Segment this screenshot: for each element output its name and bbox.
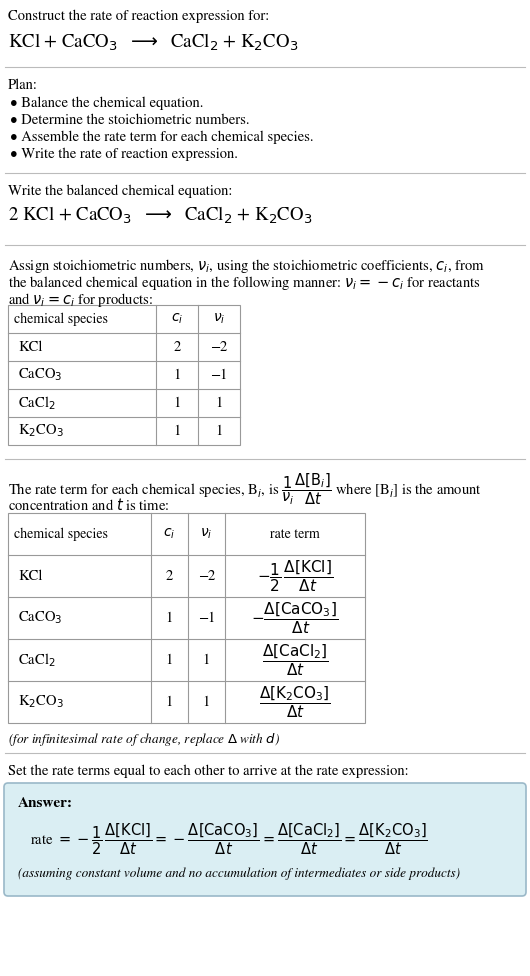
Text: 1: 1 <box>173 425 181 437</box>
Text: K$_2$CO$_3$: K$_2$CO$_3$ <box>18 694 64 711</box>
Text: • Balance the chemical equation.: • Balance the chemical equation. <box>10 97 204 110</box>
Text: −1: −1 <box>198 611 215 625</box>
Text: Answer:: Answer: <box>18 797 73 810</box>
Text: • Assemble the rate term for each chemical species.: • Assemble the rate term for each chemic… <box>10 131 314 144</box>
Text: concentration and $t$ is time:: concentration and $t$ is time: <box>8 497 170 513</box>
Text: −2: −2 <box>198 569 215 583</box>
Text: the balanced chemical equation in the following manner: $\nu_i = -c_i$ for react: the balanced chemical equation in the fo… <box>8 274 481 292</box>
Text: KCl: KCl <box>18 341 42 353</box>
Text: 1: 1 <box>166 611 173 625</box>
Text: KCl: KCl <box>18 569 42 583</box>
Text: KCl + CaCO$_3$  $\longrightarrow$  CaCl$_2$ + K$_2$CO$_3$: KCl + CaCO$_3$ $\longrightarrow$ CaCl$_2… <box>8 32 298 54</box>
Text: 1: 1 <box>173 396 181 410</box>
Text: CaCl$_2$: CaCl$_2$ <box>18 651 56 669</box>
Text: Plan:: Plan: <box>8 79 38 93</box>
Bar <box>8 513 365 723</box>
Text: CaCl$_2$: CaCl$_2$ <box>18 394 56 412</box>
Text: 1: 1 <box>215 396 223 410</box>
FancyBboxPatch shape <box>4 783 526 896</box>
Text: 1: 1 <box>166 695 173 709</box>
Text: −1: −1 <box>210 368 228 382</box>
Text: K$_2$CO$_3$: K$_2$CO$_3$ <box>18 423 64 439</box>
Text: 1: 1 <box>173 368 181 382</box>
Text: rate $= -\dfrac{1}{2}\,\dfrac{\Delta[\mathrm{KCl}]}{\Delta t} = -\dfrac{\Delta[\: rate $= -\dfrac{1}{2}\,\dfrac{\Delta[\ma… <box>30 821 428 857</box>
Text: rate term: rate term <box>270 527 320 541</box>
Text: and $\nu_i = c_i$ for products:: and $\nu_i = c_i$ for products: <box>8 291 153 309</box>
Text: • Write the rate of reaction expression.: • Write the rate of reaction expression. <box>10 148 238 161</box>
Text: Write the balanced chemical equation:: Write the balanced chemical equation: <box>8 185 232 198</box>
Text: chemical species: chemical species <box>14 527 108 541</box>
Text: 1: 1 <box>166 653 173 667</box>
Text: 1: 1 <box>203 653 210 667</box>
Text: 2 KCl + CaCO$_3$  $\longrightarrow$  CaCl$_2$ + K$_2$CO$_3$: 2 KCl + CaCO$_3$ $\longrightarrow$ CaCl$… <box>8 205 312 226</box>
Text: (for infinitesimal rate of change, replace $\Delta$ with $d$): (for infinitesimal rate of change, repla… <box>8 731 280 748</box>
Text: 1: 1 <box>203 695 210 709</box>
Text: $c_i$: $c_i$ <box>171 311 183 326</box>
Text: $c_i$: $c_i$ <box>163 527 175 542</box>
Text: $\dfrac{\Delta[\mathrm{K_2CO_3}]}{\Delta t}$: $\dfrac{\Delta[\mathrm{K_2CO_3}]}{\Delta… <box>259 684 331 720</box>
Text: (assuming constant volume and no accumulation of intermediates or side products): (assuming constant volume and no accumul… <box>18 867 460 879</box>
Text: 2: 2 <box>173 341 181 353</box>
Text: 2: 2 <box>166 569 173 583</box>
Text: 1: 1 <box>215 425 223 437</box>
Text: $-\dfrac{\Delta[\mathrm{CaCO_3}]}{\Delta t}$: $-\dfrac{\Delta[\mathrm{CaCO_3}]}{\Delta… <box>251 600 339 636</box>
Text: $\nu_i$: $\nu_i$ <box>213 311 225 326</box>
Text: CaCO$_3$: CaCO$_3$ <box>18 367 63 384</box>
Text: $\nu_i$: $\nu_i$ <box>200 527 213 542</box>
Bar <box>8 305 240 445</box>
Text: Construct the rate of reaction expression for:: Construct the rate of reaction expressio… <box>8 10 269 23</box>
Text: CaCO$_3$: CaCO$_3$ <box>18 610 63 627</box>
Text: −2: −2 <box>210 341 228 353</box>
Text: The rate term for each chemical species, B$_i$, is $\dfrac{1}{\nu_i}\dfrac{\Delt: The rate term for each chemical species,… <box>8 471 482 507</box>
Text: • Determine the stoichiometric numbers.: • Determine the stoichiometric numbers. <box>10 114 250 128</box>
Text: $-\dfrac{1}{2}\,\dfrac{\Delta[\mathrm{KCl}]}{\Delta t}$: $-\dfrac{1}{2}\,\dfrac{\Delta[\mathrm{KC… <box>257 558 333 593</box>
Text: $\dfrac{\Delta[\mathrm{CaCl_2}]}{\Delta t}$: $\dfrac{\Delta[\mathrm{CaCl_2}]}{\Delta … <box>262 642 328 678</box>
Text: Set the rate terms equal to each other to arrive at the rate expression:: Set the rate terms equal to each other t… <box>8 765 409 779</box>
Text: chemical species: chemical species <box>14 312 108 326</box>
Text: Assign stoichiometric numbers, $\nu_i$, using the stoichiometric coefficients, $: Assign stoichiometric numbers, $\nu_i$, … <box>8 257 485 275</box>
